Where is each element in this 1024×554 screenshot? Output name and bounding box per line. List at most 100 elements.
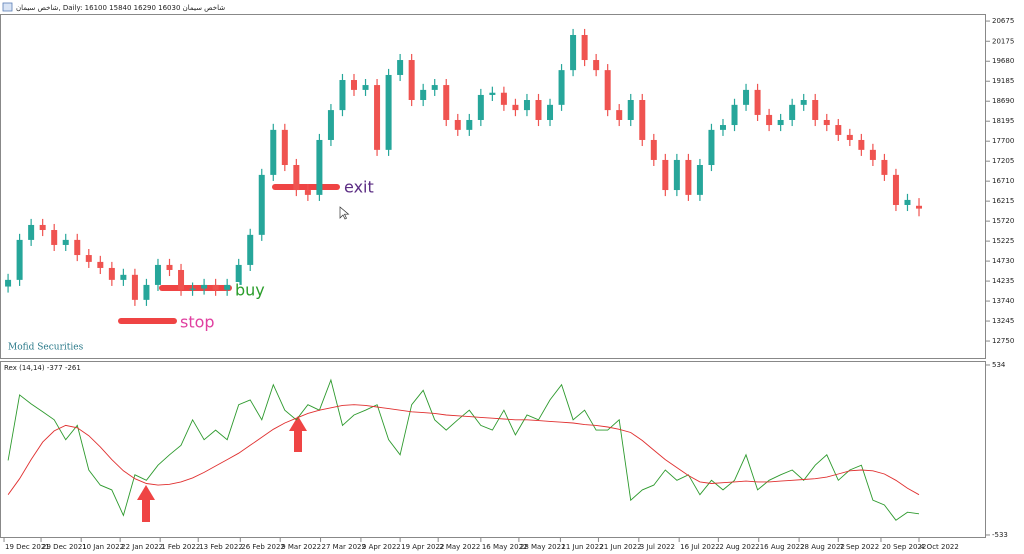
- y-tick-label: 15225: [992, 237, 1014, 245]
- y-tick-label: 534: [992, 361, 1006, 369]
- candle-body: [708, 129, 715, 166]
- candle-body: [731, 104, 738, 126]
- candle-body: [616, 110, 623, 120]
- candle-body: [766, 114, 773, 126]
- y-tick-label: 19680: [992, 57, 1014, 65]
- annotation-buy: buy: [235, 281, 265, 300]
- candle-body: [500, 92, 507, 105]
- x-tick-label: 9 Mar 2022: [281, 543, 321, 551]
- candle-body: [235, 264, 242, 285]
- x-tick-label: 2 Aug 2022: [719, 543, 759, 551]
- candle-body: [789, 104, 796, 120]
- candle-body: [201, 284, 208, 289]
- candle-body: [327, 110, 334, 140]
- candle-body: [523, 100, 530, 111]
- candle-body: [212, 284, 219, 290]
- x-tick-label: 16 Aug 2022: [760, 543, 805, 551]
- y-tick-label: 16710: [992, 177, 1014, 185]
- candle-body: [916, 205, 923, 209]
- y-tick-label: 15720: [992, 217, 1014, 225]
- x-tick-label: 16 Jul 2022: [680, 543, 720, 551]
- candle-body: [270, 129, 277, 175]
- candle-body: [350, 80, 357, 90]
- candle-body: [293, 165, 300, 191]
- candle-body: [39, 224, 46, 231]
- candle-body: [812, 100, 819, 120]
- candle-body: [397, 60, 404, 75]
- candle-body: [74, 239, 81, 256]
- y-tick-label: 14730: [992, 257, 1014, 265]
- x-tick-label: 20 Sep 2022: [882, 543, 926, 551]
- candle-body: [650, 139, 657, 160]
- candle-body: [869, 149, 876, 160]
- y-tick-label: 19185: [992, 77, 1014, 85]
- y-tick-label: 18690: [992, 97, 1014, 105]
- chart-title: شاخص سیمان, Daily: 16100 15840 16290 160…: [16, 4, 225, 12]
- price-panel-frame: [0, 14, 986, 359]
- candle-body: [627, 100, 634, 120]
- x-tick-label: 7 Sep 2022: [839, 543, 879, 551]
- candle-body: [5, 279, 12, 287]
- candle-body: [143, 284, 150, 300]
- mouse-cursor: [339, 206, 350, 220]
- candle-body: [696, 165, 703, 195]
- candle-body: [85, 255, 92, 262]
- indicator-panel-frame: [0, 361, 986, 538]
- candle-body: [385, 74, 392, 150]
- candle-body: [593, 60, 600, 71]
- signal-arrow: [289, 416, 307, 452]
- candle-body: [374, 85, 381, 150]
- x-tick-label: 11 Jun 2022: [561, 543, 603, 551]
- candle-body: [719, 125, 726, 130]
- y-tick-label: 20675: [992, 17, 1014, 25]
- y-tick-label: 14235: [992, 277, 1014, 285]
- candle-body: [581, 34, 588, 61]
- candle-body: [535, 100, 542, 120]
- y-tick-label: 13245: [992, 317, 1014, 325]
- candle-body: [800, 100, 807, 105]
- candle-body: [304, 190, 311, 195]
- x-tick-label: 29 Dec 2021: [42, 543, 87, 551]
- x-tick-label: 13 Feb 2022: [199, 543, 243, 551]
- x-tick-label: 10 Jan 2022: [82, 543, 124, 551]
- annotation-stop: stop: [180, 313, 215, 332]
- candle-body: [892, 174, 899, 205]
- candle-body: [16, 239, 23, 280]
- x-tick-label: 19 Dec 2021: [5, 543, 50, 551]
- x-tick-label: 2 May 2022: [439, 543, 480, 551]
- candle-body: [224, 284, 231, 290]
- annotation-exit: exit: [344, 178, 374, 197]
- candle-body: [131, 274, 138, 300]
- candle-body: [339, 80, 346, 111]
- candle-body: [662, 159, 669, 191]
- candle-body: [108, 267, 115, 280]
- candle-body: [316, 139, 323, 195]
- candle-body: [178, 269, 185, 290]
- x-tick-label: 28 Aug 2022: [800, 543, 845, 551]
- candle-body: [685, 159, 692, 195]
- candle-body: [512, 104, 519, 111]
- candle-body: [489, 92, 496, 95]
- candle-body: [547, 104, 554, 120]
- indicator-title: Rex (14,14) -377 -261: [4, 364, 81, 372]
- x-tick-label: 28 May 2022: [520, 543, 566, 551]
- x-tick-label: 3 Jul 2022: [640, 543, 675, 551]
- candle-body: [154, 264, 161, 285]
- candle-body: [570, 34, 577, 71]
- chart-icon: [2, 2, 13, 12]
- x-tick-label: 21 Jun 2022: [599, 543, 641, 551]
- candle-body: [881, 159, 888, 175]
- x-tick-label: 16 May 2022: [482, 543, 528, 551]
- x-tick-label: 19 Apr 2022: [401, 543, 444, 551]
- y-tick-label: 20175: [992, 37, 1014, 45]
- x-tick-label: 4 Oct 2022: [920, 543, 959, 551]
- candle-body: [743, 89, 750, 105]
- candle-body: [443, 85, 450, 120]
- candle-body: [777, 119, 784, 126]
- candle-body: [846, 134, 853, 140]
- candle-body: [120, 274, 127, 280]
- candle-body: [258, 174, 265, 235]
- candle-body: [673, 159, 680, 191]
